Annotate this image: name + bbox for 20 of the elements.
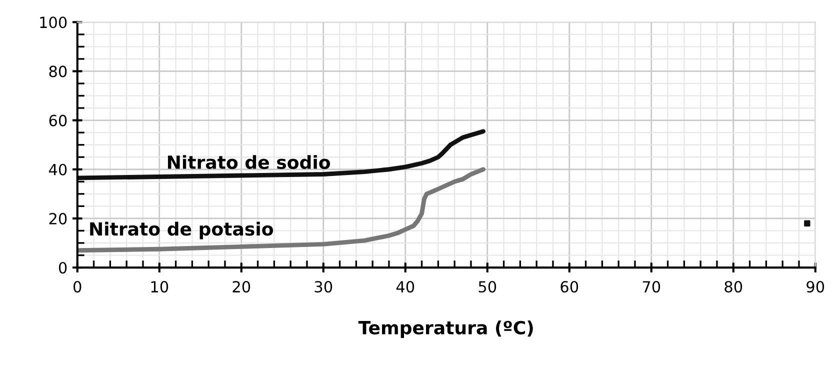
y-tick-label: 80: [49, 66, 67, 78]
x-tick-label: 70: [642, 280, 660, 293]
x-tick-label: 10: [151, 280, 168, 293]
y-tick-label: 40: [48, 164, 67, 176]
x-tick-label: 30: [314, 280, 332, 293]
x-tick-label: 40: [396, 280, 414, 293]
y-tick-label: 20: [49, 212, 67, 224]
x-tick-label: 80: [724, 280, 742, 293]
x-tick-label: 60: [560, 280, 578, 293]
line-series: [77, 129, 486, 180]
x-tick-label: 90: [806, 280, 824, 293]
y-tick-label: 100: [40, 16, 67, 28]
y-tick-label: 0: [58, 262, 67, 274]
x-tick-label: 20: [232, 280, 250, 293]
y-tick-label: 60: [49, 114, 67, 126]
x-tick-label: 0: [74, 280, 82, 293]
x-tick-label: 50: [478, 280, 496, 293]
series-label: Nitrato de sodio: [168, 155, 330, 170]
series-label: Nitrato de potasio: [90, 222, 273, 240]
x-axis-title: Temperatura (ºC): [358, 320, 533, 338]
